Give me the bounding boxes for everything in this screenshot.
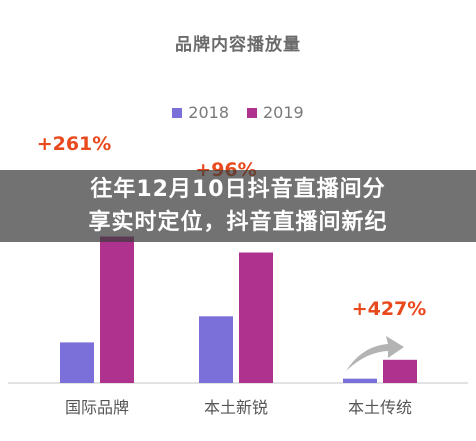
bar-2019-本土传统 (383, 359, 417, 383)
chart-title: 品牌内容播放量 (175, 35, 301, 55)
bar-2019-本土新锐 (239, 252, 273, 383)
legend-label-2018: 2018 (188, 103, 229, 122)
legend-swatch-2019 (247, 107, 257, 118)
overlay-line-1: 往年12月10日抖音直播间分 (90, 177, 386, 202)
chart-legend: 2018 2019 (0, 103, 476, 122)
x-tick-label-2: 本土传统 (348, 398, 412, 417)
bar-2018-本土传统 (343, 378, 377, 383)
legend-swatch-2018 (172, 107, 183, 118)
overlay-line-2: 享实时定位，抖音直播间新纪 (88, 210, 388, 235)
growth-annotation-0: +261% (37, 133, 112, 155)
legend-item-2019: 2019 (247, 103, 304, 122)
bar-2019-国际品牌 (100, 236, 134, 383)
x-tick-label-1: 本土新锐 (204, 398, 268, 417)
legend-item-2018: 2018 (172, 103, 229, 122)
bar-2018-国际品牌 (60, 342, 94, 383)
overlay-banner: 往年12月10日抖音直播间分 享实时定位，抖音直播间新纪 (0, 170, 476, 242)
bar-2018-本土新锐 (199, 316, 233, 383)
legend-label-2019: 2019 (263, 103, 304, 122)
growth-arrow-icon (346, 336, 404, 371)
x-tick-label-0: 国际品牌 (65, 398, 129, 417)
growth-annotation-2: +427% (352, 298, 427, 320)
